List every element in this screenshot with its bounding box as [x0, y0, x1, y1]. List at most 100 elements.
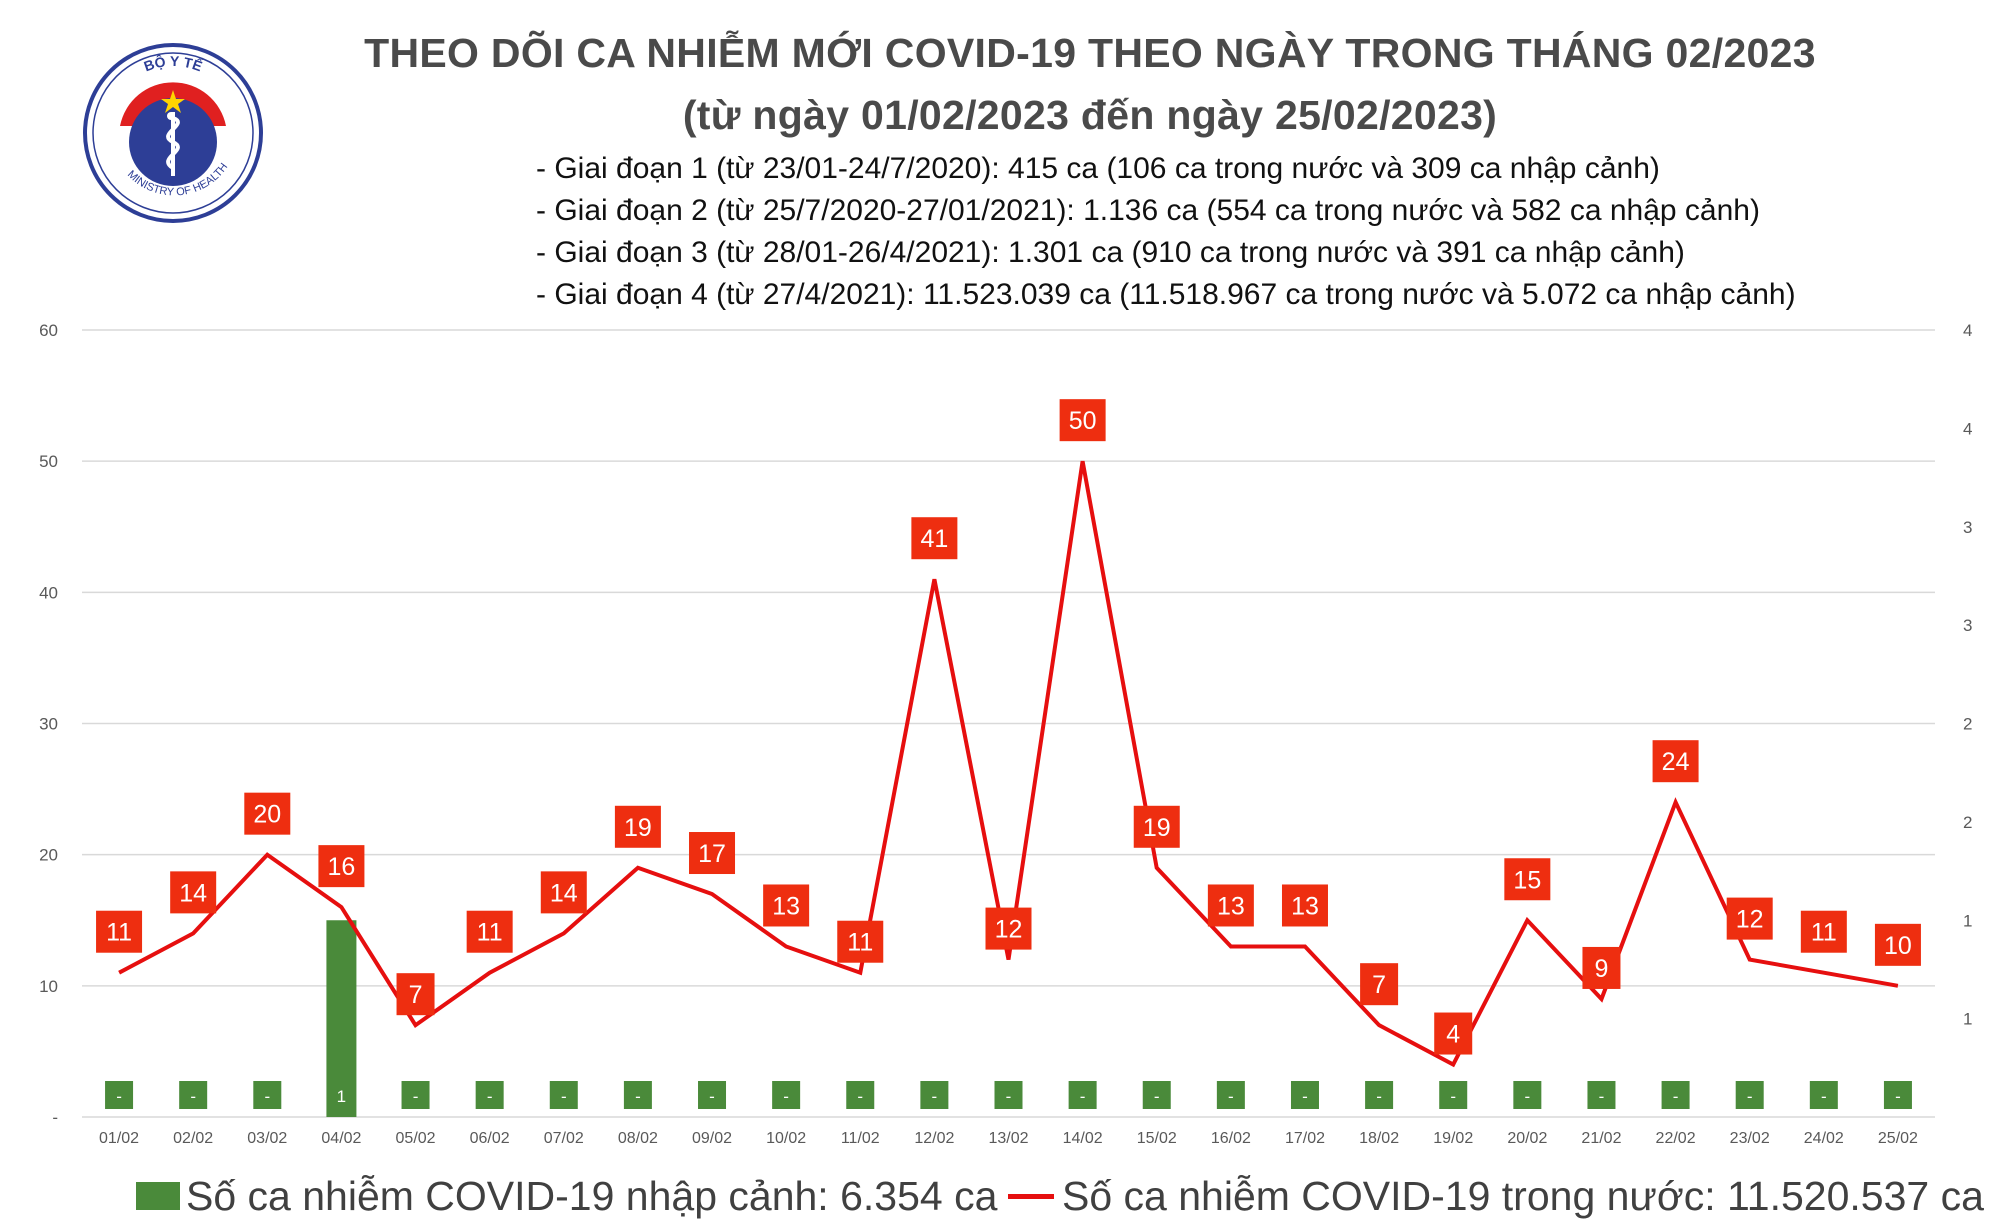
imported-bar-marker	[698, 1081, 727, 1109]
data-label-box	[1281, 884, 1328, 927]
imported-bar-marker	[1290, 1081, 1319, 1109]
data-label-box	[96, 910, 143, 953]
data-label: 41	[920, 525, 948, 553]
imported-bar-marker	[920, 1081, 949, 1109]
data-label: 4	[1446, 1021, 1460, 1049]
chart-subtitle: (từ ngày 01/02/2023 đến ngày 25/02/2023)	[682, 92, 1498, 138]
data-label-box	[1726, 897, 1773, 940]
x-tick-label: 12/02	[914, 1130, 954, 1147]
data-label: 7	[1372, 971, 1386, 999]
x-tick-label: 15/02	[1137, 1130, 1177, 1147]
bar-label: -	[1302, 1087, 1308, 1106]
imported-bar-marker	[105, 1081, 134, 1109]
left-tick-label: 40	[39, 583, 58, 602]
bar-label: -	[1673, 1087, 1679, 1106]
x-tick-label: 05/02	[396, 1130, 436, 1147]
data-label-box	[1504, 858, 1551, 901]
bar-label: -	[783, 1087, 789, 1106]
x-tick-label: 25/02	[1878, 1130, 1918, 1147]
imported-bar-marker	[772, 1081, 801, 1109]
bar-label: -	[1080, 1087, 1086, 1106]
data-label: 10	[1884, 932, 1912, 960]
stat-period-1: - Giai đoạn 1 (từ 23/01-24/7/2020): 415 …	[536, 152, 1660, 185]
legend-imported-label: Số ca nhiễm COVID-19 nhập cảnh: 6.354 ca	[186, 1172, 998, 1219]
data-label-box	[689, 832, 736, 875]
imported-bar-marker	[1883, 1081, 1912, 1109]
x-tick-label: 22/02	[1656, 1130, 1696, 1147]
imported-bar-marker	[475, 1081, 504, 1109]
bar-label: -	[1747, 1087, 1753, 1106]
x-tick-label: 21/02	[1581, 1130, 1621, 1147]
x-tick-label: 09/02	[692, 1130, 732, 1147]
bar-label: -	[709, 1087, 715, 1106]
bar-label: -	[116, 1087, 122, 1106]
x-tick-label: 03/02	[247, 1130, 287, 1147]
x-tick-label: 11/02	[841, 1130, 880, 1147]
data-label-box	[540, 871, 587, 914]
stat-period-2: - Giai đoạn 2 (từ 25/7/2020-27/01/2021):…	[536, 194, 1760, 227]
x-axis: 01/02 02/02 03/02 04/02 05/02 06/02 07/02 08/02…	[99, 1130, 1918, 1147]
data-label-box	[763, 884, 810, 927]
left-tick-label: 50	[39, 452, 58, 471]
imported-bar-marker	[994, 1081, 1023, 1109]
data-label: 11	[847, 929, 873, 957]
imported-bar-marker	[1735, 1081, 1764, 1109]
imported-bar-marker	[1513, 1081, 1542, 1109]
ministry-of-health-logo: BỘ Y TẾ MINISTRY OF HEALTH	[83, 43, 263, 223]
x-tick-label: 24/02	[1804, 1130, 1844, 1147]
data-label-box	[614, 805, 661, 848]
x-tick-label: 01/02	[99, 1130, 139, 1147]
data-label: 12	[995, 916, 1023, 944]
imported-bar-marker	[549, 1081, 578, 1109]
imported-bar-marker	[1216, 1081, 1245, 1109]
serpent-icon	[166, 116, 180, 170]
left-tick-label: 20	[39, 846, 58, 865]
data-label-box	[911, 517, 958, 560]
right-tick-label: 2	[1963, 813, 1972, 832]
data-label: 13	[772, 892, 800, 920]
bar-label: -	[561, 1087, 567, 1106]
data-label: 13	[1217, 892, 1245, 920]
bar-label: -	[635, 1087, 641, 1106]
legend-line-swatch	[1008, 1193, 1054, 1199]
right-tick-label: 2	[1963, 715, 1972, 734]
data-label-box	[1652, 740, 1699, 783]
bar-label: -	[1821, 1087, 1827, 1106]
x-tick-label: 23/02	[1730, 1130, 1770, 1147]
bar-label: -	[1450, 1087, 1456, 1106]
bar-label: -	[1154, 1087, 1160, 1106]
bar-label: -	[1228, 1087, 1234, 1106]
data-label: 15	[1513, 866, 1541, 894]
x-tick-label: 04/02	[321, 1130, 361, 1147]
data-label-box	[985, 907, 1032, 950]
imported-bar-marker	[1439, 1081, 1468, 1109]
domestic-line-path	[118, 460, 1899, 1068]
x-tick-label: 16/02	[1211, 1130, 1251, 1147]
right-tick-label: 1	[1963, 911, 1972, 930]
x-tick-label: 17/02	[1285, 1130, 1325, 1147]
data-label: 11	[1811, 919, 1837, 947]
data-label-box	[1207, 884, 1254, 927]
imported-bar-marker	[1068, 1081, 1097, 1109]
right-tick-label: 1	[1963, 1010, 1972, 1029]
right-tick-label: 3	[1963, 616, 1972, 635]
x-tick-label: 06/02	[470, 1130, 510, 1147]
data-label: 19	[1143, 814, 1171, 842]
left-tick-label: -	[52, 1108, 58, 1127]
bar-label: -	[1376, 1087, 1382, 1106]
imported-bar	[326, 920, 357, 1117]
data-label-box	[1874, 923, 1921, 966]
legend-bar-swatch	[136, 1182, 180, 1210]
bar-label: -	[1895, 1087, 1901, 1106]
data-label-box	[1582, 946, 1621, 989]
data-label: 20	[253, 801, 281, 829]
x-tick-label: 14/02	[1063, 1130, 1103, 1147]
x-tick-label: 13/02	[988, 1130, 1028, 1147]
data-labels: 11 14 20 16 7 11 14 19 17 13 11 41 12 50 19 13 13 7 4 15 9 24…	[96, 399, 1921, 1055]
domestic-line	[118, 460, 1899, 1068]
imported-bar-marker	[179, 1081, 208, 1109]
data-label: 14	[179, 879, 207, 907]
data-label: 11	[106, 919, 132, 947]
data-label: 9	[1595, 955, 1609, 983]
bar-label: -	[190, 1087, 196, 1106]
